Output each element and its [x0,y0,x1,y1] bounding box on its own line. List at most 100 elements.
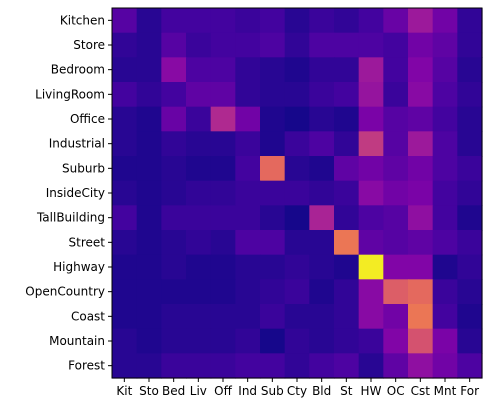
heatmap-cell [186,106,212,132]
heatmap-cell [408,230,434,256]
heatmap-cell [358,82,384,108]
heatmap-cell [260,57,286,83]
heatmap-cell [161,205,187,231]
heatmap-cell [432,57,458,83]
heatmap-cell [235,353,261,379]
heatmap-cell [457,328,483,354]
heatmap-cell [161,180,187,206]
heatmap-cell [408,279,434,305]
heatmap-cell [432,82,458,108]
heatmap-cell [210,106,236,132]
x-tick-label: For [460,384,479,398]
heatmap-cell [334,304,360,330]
y-tick-label: Industrial [49,137,105,151]
heatmap-cell [136,180,162,206]
heatmap-cell [383,230,409,256]
heatmap-cell [112,230,138,256]
heatmap-cell [260,8,286,34]
heatmap-cell [358,230,384,256]
y-tick-label: TallBuilding [36,211,105,225]
heatmap-cell [432,304,458,330]
heatmap-cell [112,131,138,157]
heatmap-cell [334,205,360,231]
heatmap-cell [161,131,187,157]
heatmap-cell [383,82,409,108]
heatmap-cell [284,328,310,354]
heatmap-cell [383,106,409,132]
heatmap-cell [457,353,483,379]
heatmap-cell [457,180,483,206]
heatmap-cell [112,32,138,58]
heatmap-cell [136,8,162,34]
heatmap-cell [383,254,409,280]
heatmap-cell [260,106,286,132]
heatmap-cell [210,57,236,83]
heatmap-cell [112,180,138,206]
heatmap-cell [235,205,261,231]
heatmap-cell [334,353,360,379]
heatmap-cell [136,279,162,305]
heatmap-cell [309,205,335,231]
heatmap-cell [408,32,434,58]
heatmap-cell [432,328,458,354]
x-tick-label: Sto [139,384,159,398]
x-tick-label: OC [387,384,405,398]
heatmap-cell [408,57,434,83]
heatmap-cell [136,328,162,354]
heatmap-cell [358,328,384,354]
heatmap-cell [358,254,384,280]
heatmap-cell [210,82,236,108]
y-tick-label: Mountain [49,334,105,348]
x-tick-label: Kit [116,384,132,398]
heatmap-cell [260,328,286,354]
heatmap-cell [432,32,458,58]
heatmap-cell [186,353,212,379]
heatmap-cell [408,106,434,132]
heatmap-cell [358,156,384,182]
x-tick-label: Liv [190,384,207,398]
heatmap-cell [383,328,409,354]
heatmap-cell [408,8,434,34]
heatmap-cell [383,57,409,83]
heatmap-cell [457,32,483,58]
heatmap-cell [309,131,335,157]
heatmap-cell [260,180,286,206]
heatmap-cell [235,328,261,354]
heatmap-cell [260,156,286,182]
heatmap-cell [284,230,310,256]
y-tick-label: LivingRoom [35,87,105,101]
heatmap-cell [408,353,434,379]
heatmap-cell [309,32,335,58]
heatmap-cell [136,205,162,231]
heatmap-cell [383,353,409,379]
heatmap-cell [383,32,409,58]
heatmap-cell [457,82,483,108]
heatmap-cell [284,32,310,58]
heatmap-cell [210,230,236,256]
heatmap-cell [186,180,212,206]
heatmap-cell [309,254,335,280]
heatmap-cell [186,304,212,330]
heatmap-cell [161,32,187,58]
x-tick-label: Ind [238,384,257,398]
heatmap-cell [235,82,261,108]
heatmap-cell [358,205,384,231]
heatmap-cell [161,230,187,256]
y-tick-label: Store [73,38,105,52]
heatmap-cell [210,156,236,182]
heatmap-cell [112,328,138,354]
heatmap-cell [161,254,187,280]
heatmap-cell [235,131,261,157]
y-tick-label: Suburb [62,161,105,175]
heatmap-cell [383,131,409,157]
heatmap-cell [186,156,212,182]
heatmap-cell [408,180,434,206]
heatmap-cell [432,254,458,280]
heatmap-cell [186,230,212,256]
x-tick-label: St [340,384,353,398]
heatmap-cell [408,156,434,182]
heatmap-cell [112,205,138,231]
heatmap-cell [408,254,434,280]
heatmap-cell [383,279,409,305]
heatmap-cell [235,230,261,256]
